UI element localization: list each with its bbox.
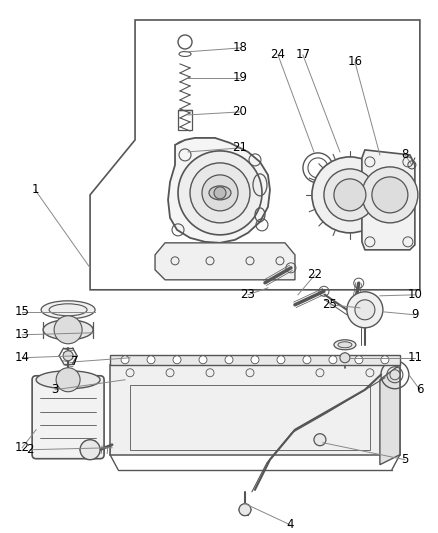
Circle shape [239, 504, 251, 515]
Circle shape [355, 356, 363, 364]
Circle shape [324, 169, 376, 221]
Text: 6: 6 [416, 383, 424, 396]
Circle shape [214, 187, 226, 199]
Circle shape [362, 167, 418, 223]
Text: 8: 8 [401, 148, 409, 161]
Ellipse shape [338, 342, 352, 348]
Text: 16: 16 [347, 55, 362, 68]
Text: 25: 25 [322, 298, 337, 311]
Text: 19: 19 [233, 71, 247, 84]
Polygon shape [110, 365, 400, 379]
Circle shape [80, 440, 100, 459]
Ellipse shape [209, 186, 231, 200]
Text: 4: 4 [286, 518, 294, 531]
Text: 22: 22 [307, 268, 322, 281]
Text: 5: 5 [401, 453, 409, 466]
Text: 23: 23 [240, 288, 255, 301]
Text: 1: 1 [32, 183, 39, 196]
Text: 11: 11 [407, 351, 422, 364]
Circle shape [347, 292, 383, 328]
Ellipse shape [334, 340, 356, 350]
Ellipse shape [41, 301, 95, 319]
Text: 13: 13 [15, 328, 29, 341]
Circle shape [225, 356, 233, 364]
Polygon shape [155, 243, 295, 280]
Polygon shape [380, 365, 400, 465]
Circle shape [202, 175, 238, 211]
Circle shape [121, 356, 129, 364]
FancyBboxPatch shape [32, 376, 104, 459]
Text: 12: 12 [14, 441, 30, 454]
Circle shape [372, 177, 408, 213]
Circle shape [251, 356, 259, 364]
Circle shape [56, 368, 80, 392]
Circle shape [199, 356, 207, 364]
Circle shape [355, 300, 375, 320]
Circle shape [312, 157, 388, 233]
Circle shape [277, 356, 285, 364]
Text: 24: 24 [270, 49, 286, 61]
Circle shape [381, 356, 389, 364]
Polygon shape [110, 355, 400, 365]
Text: 18: 18 [233, 42, 247, 54]
Circle shape [314, 434, 326, 446]
Circle shape [190, 163, 250, 223]
Circle shape [63, 351, 73, 361]
Text: 9: 9 [411, 308, 419, 321]
Circle shape [173, 356, 181, 364]
Ellipse shape [43, 320, 93, 340]
Polygon shape [110, 365, 400, 455]
Polygon shape [168, 138, 270, 243]
Circle shape [334, 179, 366, 211]
Bar [178, 110, 192, 130]
Circle shape [329, 356, 337, 364]
Text: 3: 3 [51, 383, 59, 396]
Circle shape [390, 370, 400, 379]
Text: 20: 20 [233, 106, 247, 118]
Circle shape [303, 356, 311, 364]
Circle shape [340, 353, 350, 363]
Text: 14: 14 [14, 351, 30, 364]
Text: 17: 17 [296, 49, 311, 61]
Circle shape [54, 316, 82, 344]
Polygon shape [362, 150, 415, 250]
Ellipse shape [49, 304, 87, 316]
Ellipse shape [36, 371, 100, 389]
Circle shape [178, 151, 262, 235]
Circle shape [147, 356, 155, 364]
Text: 15: 15 [15, 305, 29, 318]
Text: 7: 7 [71, 356, 79, 368]
Text: 10: 10 [407, 288, 422, 301]
Text: 2: 2 [26, 443, 34, 456]
Text: 21: 21 [233, 141, 247, 155]
